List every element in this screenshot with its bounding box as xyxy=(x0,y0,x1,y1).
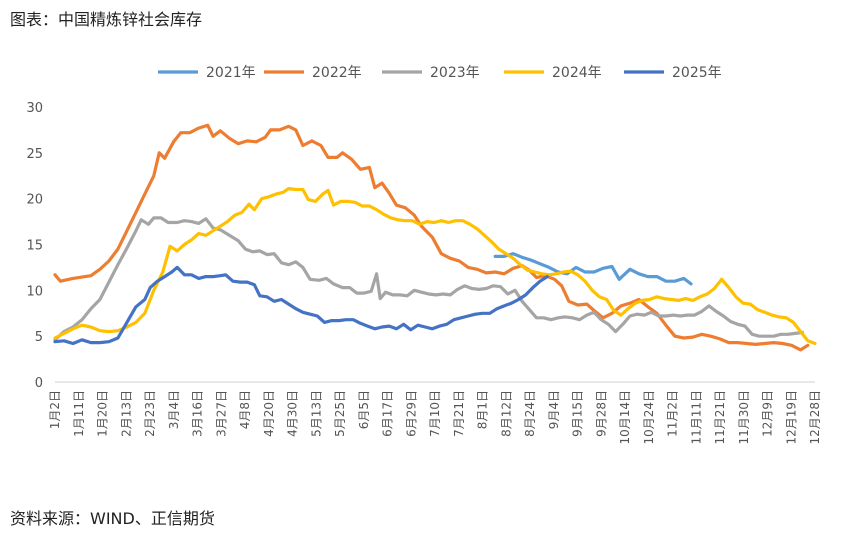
x-tick-label: 12月9日 xyxy=(761,390,775,437)
legend-label: 2022年 xyxy=(312,65,362,81)
x-tick-label: 4月30日 xyxy=(286,390,300,437)
legend-label: 2024年 xyxy=(552,65,602,81)
x-tick-label: 8月12日 xyxy=(499,390,513,437)
y-tick-label: 5 xyxy=(35,330,43,345)
series-line-5 xyxy=(53,265,549,346)
x-tick-label: 12月19日 xyxy=(784,390,798,445)
x-tick-label: 1月11日 xyxy=(72,390,86,437)
y-tick-label: 10 xyxy=(26,284,43,299)
source-note: 资料来源：WIND、正信期货 xyxy=(10,509,215,528)
x-tick-label: 9月4日 xyxy=(547,390,561,429)
y-tick-label: 30 xyxy=(26,101,43,116)
x-axis: 1月2日 1月11日 1月20日 2月13日 2月23日 3月4日 3月16日 3月27日 4月… xyxy=(48,381,822,445)
x-tick-label: 7月10日 xyxy=(428,390,442,437)
x-tick-label: 11月30日 xyxy=(737,390,751,445)
series-lines xyxy=(53,123,817,352)
series-line-4 xyxy=(53,187,817,346)
y-tick-label: 15 xyxy=(26,239,43,254)
x-tick-label: 2月13日 xyxy=(119,390,133,437)
y-axis: 0 5 10 15 20 25 30 xyxy=(26,101,43,391)
x-tick-label: 6月5日 xyxy=(357,390,371,429)
series-line-1 xyxy=(493,252,693,286)
x-tick-label: 6月17日 xyxy=(381,390,395,437)
x-tick-label: 10月24日 xyxy=(642,390,656,445)
y-tick-label: 25 xyxy=(26,147,43,162)
x-tick-label: 10月14日 xyxy=(618,390,632,445)
x-tick-label: 4月8日 xyxy=(238,390,252,429)
y-tick-label: 20 xyxy=(26,193,43,208)
x-tick-label: 5月13日 xyxy=(309,390,323,437)
series-line-2 xyxy=(53,123,810,352)
x-tick-label: 12月28日 xyxy=(808,390,822,445)
x-tick-label: 7月21日 xyxy=(452,390,466,437)
x-tick-label: 8月1日 xyxy=(476,390,490,429)
x-tick-label: 3月4日 xyxy=(167,390,181,429)
x-tick-label: 5月25日 xyxy=(333,390,347,437)
chart-title: 图表：中国精炼锌社会库存 xyxy=(10,10,203,29)
x-tick-label: 9月28日 xyxy=(594,390,608,437)
legend-label: 2023年 xyxy=(430,65,480,81)
x-tick-label: 11月2日 xyxy=(666,390,680,437)
x-tick-label: 4月20日 xyxy=(262,390,276,437)
x-tick-label: 11月11日 xyxy=(689,390,703,445)
x-tick-label: 9月15日 xyxy=(571,390,585,437)
x-tick-label: 6月29日 xyxy=(404,390,418,437)
x-tick-label: 11月21日 xyxy=(713,390,727,445)
legend-label: 2025年 xyxy=(672,65,722,81)
series-line-3 xyxy=(53,216,804,342)
y-tick-label: 0 xyxy=(35,376,43,391)
x-tick-label: 2月23日 xyxy=(143,390,157,437)
legend-label: 2021年 xyxy=(206,65,256,81)
x-tick-label: 3月27日 xyxy=(214,390,228,437)
x-tick-label: 3月16日 xyxy=(191,390,205,437)
x-tick-label: 8月24日 xyxy=(523,390,537,437)
x-tick-label: 1月2日 xyxy=(48,390,62,429)
x-tick-label: 1月20日 xyxy=(96,390,110,437)
legend: 2021年 2022年 2023年 2024年 2025年 xyxy=(158,65,722,81)
